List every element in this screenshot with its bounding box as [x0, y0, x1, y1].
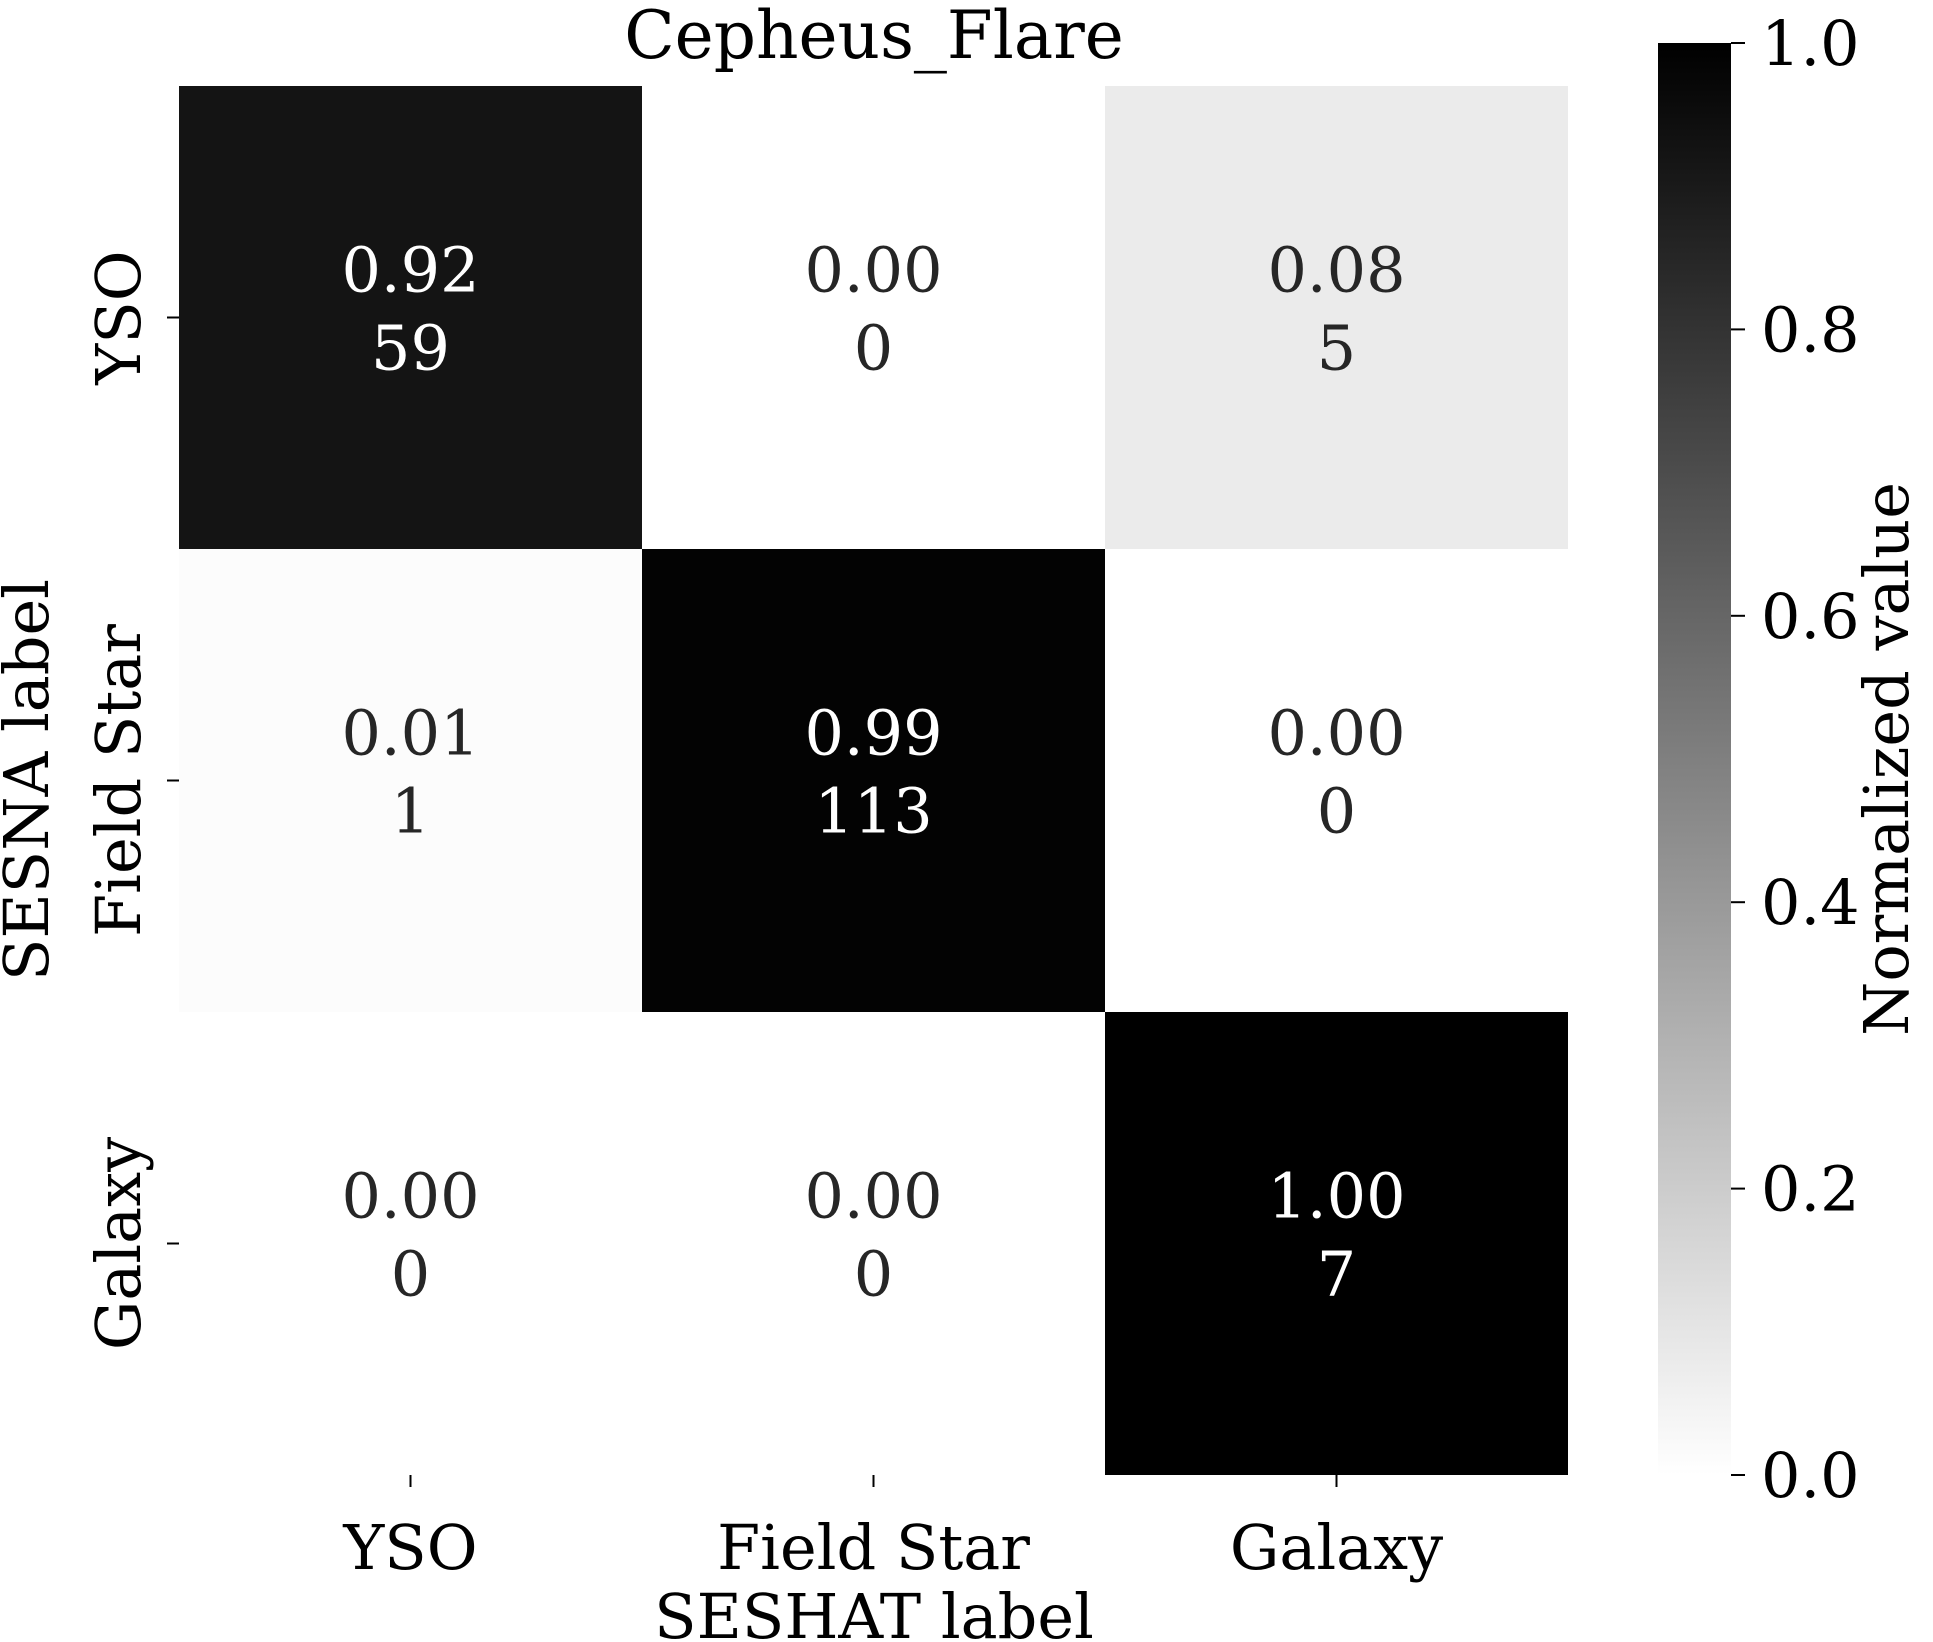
heatmap-cell — [1105, 1012, 1568, 1475]
cell-count-label: 0 — [854, 312, 893, 385]
heatmap-cell — [179, 86, 642, 549]
cell-count-label: 0 — [854, 1238, 893, 1311]
cell-value-label: 0.00 — [1267, 697, 1405, 770]
x-axis-label: SESHAT label — [654, 1580, 1094, 1642]
x-tick-label: Field Star — [717, 1511, 1030, 1584]
heatmap-cell — [642, 1012, 1105, 1475]
cell-count-label: 0 — [391, 1238, 430, 1311]
cell-count-label: 1 — [391, 775, 430, 848]
colorbar: 0.0 0.2 0.4 0.6 0.8 1.0 Normalized value — [1658, 7, 1923, 1512]
heatmap-cell — [1105, 549, 1568, 1012]
cell-count-label: 7 — [1317, 1238, 1356, 1311]
colorbar-ticks: 0.0 0.2 0.4 0.6 0.8 1.0 — [1731, 7, 1860, 1512]
cell-value-label: 0.08 — [1267, 234, 1405, 307]
colorbar-tick-label: 0.0 — [1761, 1439, 1860, 1512]
y-tick-label: Galaxy — [82, 1137, 155, 1350]
cell-value-label: 0.92 — [341, 234, 479, 307]
colorbar-label: Normalized value — [1850, 482, 1923, 1036]
colorbar-gradient — [1658, 43, 1731, 1475]
cell-value-label: 0.00 — [804, 1160, 942, 1233]
x-tick-label: YSO — [342, 1511, 477, 1584]
cell-count-label: 113 — [814, 775, 932, 848]
y-axis: YSO Field Star Galaxy — [82, 250, 179, 1350]
cell-value-label: 0.00 — [341, 1160, 479, 1233]
x-axis: YSO Field Star Galaxy — [342, 1475, 1443, 1584]
y-tick-label: Field Star — [82, 624, 155, 937]
colorbar-tick-label: 0.2 — [1761, 1153, 1860, 1226]
colorbar-tick-label: 0.6 — [1761, 580, 1860, 653]
y-axis-label: SESNA label — [0, 579, 63, 981]
cell-count-label: 5 — [1317, 312, 1356, 385]
cell-value-label: 1.00 — [1267, 1160, 1405, 1233]
colorbar-tick-label: 0.4 — [1761, 866, 1860, 939]
cell-value-label: 0.99 — [804, 697, 942, 770]
cell-count-label: 59 — [371, 312, 450, 385]
heatmap-cell — [642, 86, 1105, 549]
chart-title: Cepheus_Flare — [624, 0, 1124, 74]
colorbar-tick-label: 1.0 — [1761, 7, 1860, 80]
cell-value-label: 0.00 — [804, 234, 942, 307]
y-tick-label: YSO — [82, 250, 155, 385]
x-tick-label: Galaxy — [1230, 1511, 1443, 1584]
heatmap-cell — [179, 1012, 642, 1475]
cell-count-label: 0 — [1317, 775, 1356, 848]
colorbar-tick-label: 0.8 — [1761, 293, 1860, 366]
heatmap-cell — [642, 549, 1105, 1012]
heatmap-cells: 0.92590.0000.0850.0110.991130.0000.0000.… — [179, 86, 1568, 1475]
heatmap-cell — [1105, 86, 1568, 549]
heatmap-cell — [179, 549, 642, 1012]
cell-value-label: 0.01 — [341, 697, 479, 770]
